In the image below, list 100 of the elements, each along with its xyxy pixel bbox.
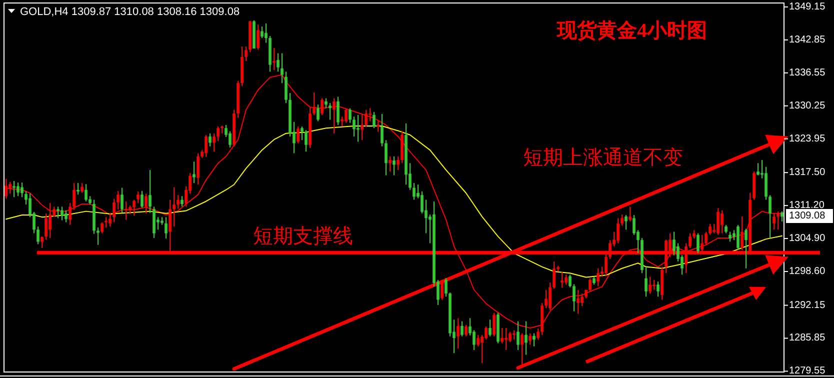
- candlestick: [704, 231, 708, 246]
- candlestick: [344, 108, 348, 124]
- candlestick: [256, 24, 260, 50]
- candlestick: [272, 48, 276, 70]
- candlestick: [532, 332, 536, 347]
- candlestick: [124, 200, 128, 220]
- candlestick: [620, 214, 624, 226]
- candlestick: [80, 182, 84, 194]
- chart-title: GOLD,H4 1309.87 1310.08 1308.16 1309.08: [20, 6, 240, 18]
- y-tick-label: 1304.90: [789, 233, 826, 244]
- candlestick: [776, 210, 780, 230]
- candlestick: [768, 194, 772, 239]
- candlestick: [728, 231, 732, 242]
- candlestick: [544, 289, 548, 309]
- candlestick: [456, 318, 460, 349]
- candlestick: [356, 114, 360, 142]
- candlestick: [688, 232, 692, 248]
- candlestick: [392, 156, 396, 176]
- candlestick: [488, 319, 492, 337]
- candlestick: [324, 98, 328, 109]
- candlestick: [172, 186, 176, 227]
- candlestick: [460, 320, 464, 337]
- y-tick-label: 1330.25: [789, 100, 826, 112]
- candlestick: [472, 330, 476, 351]
- candlestick: [280, 52, 284, 84]
- candlestick: [384, 140, 388, 176]
- candlestick: [420, 190, 424, 214]
- candlestick: [48, 202, 52, 239]
- y-tick-label: 1285.85: [789, 332, 826, 344]
- candlestick: [648, 276, 652, 294]
- y-tick-label: 1323.95: [789, 133, 826, 144]
- candlestick: [132, 199, 136, 216]
- candlestick: [8, 182, 12, 194]
- candlestick: [44, 212, 48, 240]
- candlestick: [260, 26, 264, 39]
- candlestick: [628, 206, 632, 222]
- candlestick: [508, 331, 512, 343]
- candlestick: [372, 111, 376, 129]
- candlestick: [708, 223, 712, 236]
- candlestick: [84, 184, 88, 202]
- candlestick: [264, 22, 268, 44]
- candlestick: [780, 210, 784, 222]
- candlestick: [304, 130, 308, 152]
- candlestick: [64, 210, 68, 223]
- candlestick: [140, 190, 144, 208]
- candlestick: [144, 193, 148, 214]
- candlestick: [276, 52, 280, 72]
- candlestick: [148, 169, 152, 214]
- candlestick: [520, 332, 524, 366]
- candlestick: [208, 132, 212, 147]
- candlestick: [76, 182, 80, 196]
- candlestick: [536, 328, 540, 340]
- candlestick: [528, 332, 532, 346]
- candlestick: [696, 232, 700, 254]
- candlestick: [444, 278, 448, 298]
- candlestick: [352, 116, 356, 137]
- y-tick-label: 1349.15: [789, 1, 826, 12]
- candlestick: [116, 190, 120, 210]
- candlestick: [72, 182, 76, 210]
- y-tick-label: 1298.60: [789, 266, 826, 278]
- candlestick: [548, 282, 552, 311]
- candlestick: [464, 324, 468, 337]
- candlestick: [440, 279, 444, 300]
- y-tick-label: 1342.85: [789, 34, 826, 46]
- candlestick: [368, 108, 372, 122]
- candlestick: [576, 289, 580, 314]
- candlestick: [244, 46, 248, 62]
- candlestick: [616, 218, 620, 244]
- candlestick: [112, 198, 116, 223]
- candlestick: [176, 194, 180, 210]
- candlestick: [316, 104, 320, 122]
- annotation: 短期上涨通道不变: [523, 147, 683, 169]
- ref-line-label: 短期支撑线: [253, 226, 353, 248]
- y-tick-label: 1317.50: [789, 167, 826, 178]
- candlestick: [100, 222, 104, 234]
- candlestick: [512, 330, 516, 340]
- candlestick: [376, 119, 380, 132]
- candlestick: [492, 312, 496, 337]
- candlestick: [564, 274, 568, 286]
- candlestick: [672, 231, 676, 256]
- candlestick: [108, 212, 112, 227]
- candlestick: [720, 210, 724, 234]
- candlestick: [216, 126, 220, 142]
- candlestick: [192, 161, 196, 184]
- y-tick-label: 1279.55: [789, 366, 826, 377]
- candlestick: [524, 320, 528, 356]
- candlestick: [96, 227, 100, 246]
- candlestick: [504, 328, 508, 351]
- candlestick: [68, 202, 72, 226]
- candlestick: [736, 224, 740, 251]
- candlestick: [60, 206, 64, 221]
- candlestick: [764, 166, 768, 200]
- candlestick: [196, 152, 200, 186]
- candlestick: [180, 196, 184, 208]
- candlestick: [644, 266, 648, 298]
- candlestick: [228, 130, 232, 148]
- y-tick-label: 1311.20: [789, 200, 825, 212]
- candlestick: [364, 109, 368, 128]
- candlestick: [212, 132, 216, 152]
- candlestick: [476, 334, 480, 347]
